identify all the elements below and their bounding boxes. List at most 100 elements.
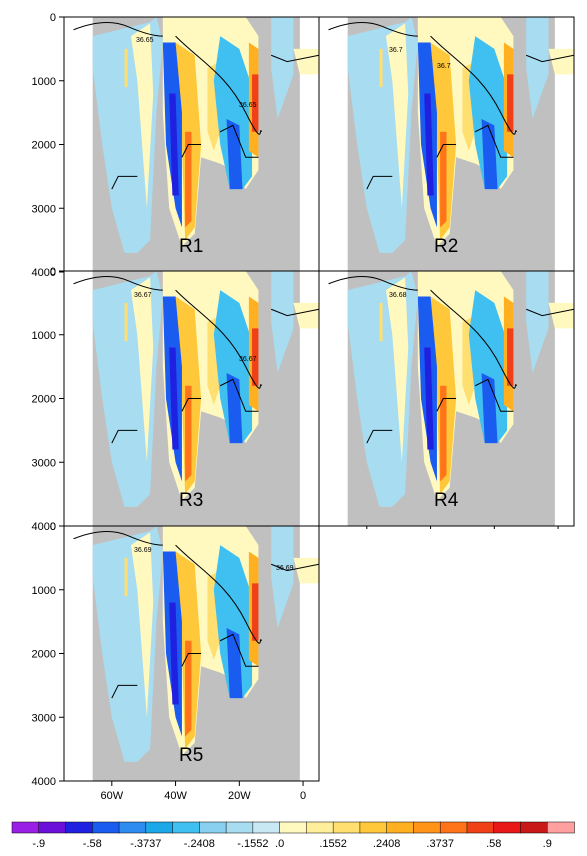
colorbar-swatch [306,821,334,834]
field-west-orange [124,48,128,88]
contour-label: 36.67 [134,292,152,299]
contour-line [219,633,259,667]
colorbar-swatch [386,821,415,834]
y-tick-label: 4000 [32,267,56,279]
colorbar-swatch [145,821,174,834]
field-east-darkblue [226,119,243,190]
x-tick-label: 0 [300,790,306,802]
contour-line [219,378,259,412]
anomaly-field [347,17,574,272]
field-far-east-blue [271,17,294,119]
anomaly-field [92,526,319,781]
contour-line [219,124,259,158]
field-far-east-blue [526,17,549,119]
anomaly-field [347,271,574,526]
contour-line [436,144,457,158]
field-blue-deep [169,602,179,705]
panel-label: R2 [434,236,458,257]
field-west-yellow [385,277,409,463]
colorbar-swatch [466,821,495,834]
contour-line [181,144,202,158]
colorbar-swatch [413,821,441,834]
field-blue-deep [169,347,179,450]
contour-line [111,429,138,444]
colorbar-label: -.58 [83,838,102,850]
colorbar: -.9 -.58 -.3737 -.2408 -.1552 .0 .1552 .2408 .37… [11,821,575,850]
colorbar-swatch [439,821,468,834]
panel-r4: 36.68 R4 [318,270,575,529]
colorbar-swatch [199,821,227,834]
contour-label: 36.67 [239,356,257,363]
field-far-east-yellow [548,48,574,75]
contour-line [111,175,138,190]
field-central-red [185,131,192,228]
colorbar-label: -.2408 [184,838,215,850]
field-west-orange [379,48,383,88]
contour-line [474,124,514,158]
colorbar-label: .9 [543,838,552,850]
x-tick-label: 20W [228,790,251,802]
y-tick-label: 3000 [32,712,56,724]
y-tick-label: 0 [50,12,56,24]
colorbar-label: .2408 [373,838,401,850]
x-tick-label: 60W [101,790,124,802]
contour-line [366,429,393,444]
contour-line [73,22,163,37]
panel-r2: 36.7 36.7 R2 [318,16,575,275]
contour-line [111,684,138,699]
contour-line [271,54,320,63]
field-west-yellow [385,23,409,209]
field-far-east-blue [271,271,294,373]
contour-line [328,276,418,291]
colorbar-label: .0 [275,838,284,850]
field-east-blue [213,545,253,699]
field-east-darkblue [481,373,498,444]
field-central-red [185,640,192,737]
field-east-red [507,328,514,386]
field-west-orange [124,557,128,597]
field-west-yellow [130,23,154,209]
anomaly-field [92,271,319,526]
field-east-blue [468,290,508,444]
contour-line [181,653,202,667]
field-east-blue [468,36,508,190]
field-east-red [252,328,259,386]
field-central-red [185,385,192,482]
panel-label: R5 [179,745,203,766]
y-tick-label: 4000 [32,776,56,788]
colorbar-label: .1552 [319,838,347,850]
colorbar-swatch [225,821,254,834]
colorbar-swatch [252,821,281,834]
contour-label: 36.7 [437,63,451,70]
contour-line [271,308,320,317]
field-west-yellow [130,532,154,718]
colorbar-swatch [493,821,522,834]
field-far-east-blue [526,271,549,373]
contour-line [271,563,320,572]
colorbar-label: -.1552 [237,838,268,850]
contour-line [175,35,263,135]
colorbar-swatch [172,821,201,834]
y-tick-label: 2000 [32,394,56,406]
field-far-east-yellow [293,48,319,75]
field-far-east-yellow [293,302,319,329]
field-blue-deep [424,93,434,196]
field-east-red [252,74,259,132]
colorbar-swatch [332,821,361,834]
y-tick-label: 3000 [32,203,56,215]
colorbar-label: -.9 [32,838,45,850]
panel-label: R1 [179,236,203,257]
y-tick-label: 1000 [32,330,56,342]
field-east-darkblue [481,119,498,190]
contour-label: 36.7 [389,47,403,54]
panel-label: R4 [434,490,459,511]
contour-line [526,54,575,63]
anomaly-field [92,17,319,272]
field-far-east-blue [271,526,294,628]
panel-r1: 36.65 36.65 R1 0 1000 2000 3000 4000 [32,12,320,279]
colorbar-swatch [92,821,120,834]
panel-r5: 36.69 36.69 R5 0 1000 2000 3000 4000 60W 40W 20W 0 [32,521,320,802]
contour-label: 36.69 [276,565,294,572]
panel-label: R3 [179,490,203,511]
